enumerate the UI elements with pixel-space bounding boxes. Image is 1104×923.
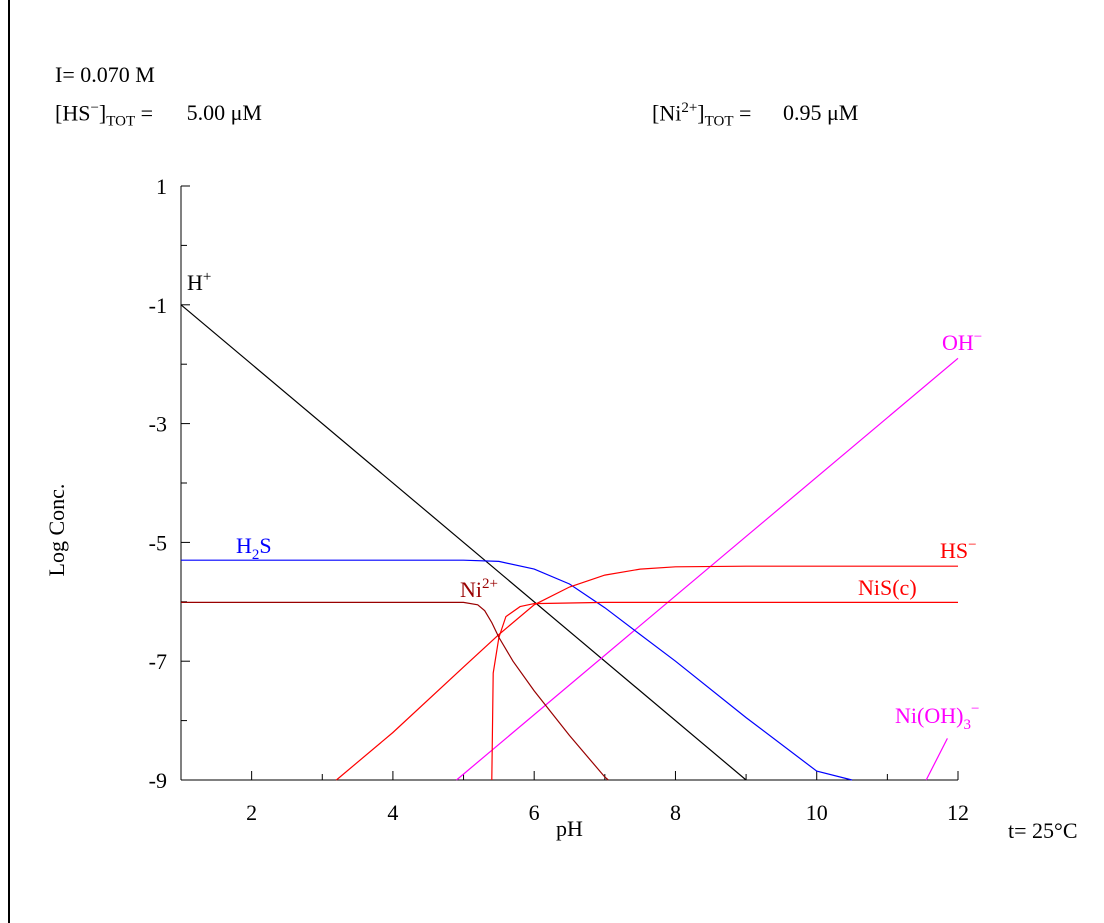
temperature-label: t= 25°C <box>1008 818 1078 843</box>
series-line-hs <box>336 565 958 781</box>
series-label-ni-oh-3: Ni(OH)3− <box>895 701 979 733</box>
series-label-nis-c: NiS(c) <box>858 575 917 600</box>
x-tick-label: 4 <box>387 800 398 825</box>
ni-total-value: 0.95 μM <box>782 100 859 126</box>
x-tick-label: 8 <box>670 800 681 825</box>
series-line-h2s <box>181 559 853 781</box>
series-line-oh <box>456 357 959 781</box>
series-label-h: H+ <box>187 269 211 295</box>
x-axis-label: pH <box>556 816 583 841</box>
x-tick-label: 10 <box>806 800 828 825</box>
left-border-line <box>8 0 10 923</box>
series-label-h2s: H2S <box>236 533 272 563</box>
hs-total-concentration: [HS−]TOT = 5.00 μM <box>55 100 262 130</box>
x-tick-label: 2 <box>246 800 257 825</box>
y-tick-label: -3 <box>149 412 167 437</box>
series-label-oh: OH− <box>942 329 982 355</box>
y-tick-label: -1 <box>149 293 167 318</box>
ionic-strength-label: I= 0.070 M <box>55 62 155 87</box>
series-line-h <box>180 304 747 781</box>
series-line-nis-c <box>491 601 958 781</box>
hs-total-value: 5.00 μM <box>186 100 262 126</box>
y-tick-label: -5 <box>149 530 167 555</box>
y-axis-label: Log Conc. <box>44 484 69 577</box>
series-line-ni-oh-3 <box>925 738 948 781</box>
y-tick-label: 1 <box>156 174 167 199</box>
series-label-hs: HS− <box>940 537 977 563</box>
x-tick-label: 6 <box>529 800 540 825</box>
series-line-ni2 <box>181 601 609 781</box>
x-tick-label: 12 <box>947 800 969 825</box>
y-tick-label: -9 <box>149 768 167 793</box>
y-tick-label: -7 <box>149 649 167 674</box>
ni-total-concentration: [Ni2+]TOT = 0.95 μM <box>652 100 859 130</box>
series-label-ni2: Ni2+ <box>460 576 498 602</box>
